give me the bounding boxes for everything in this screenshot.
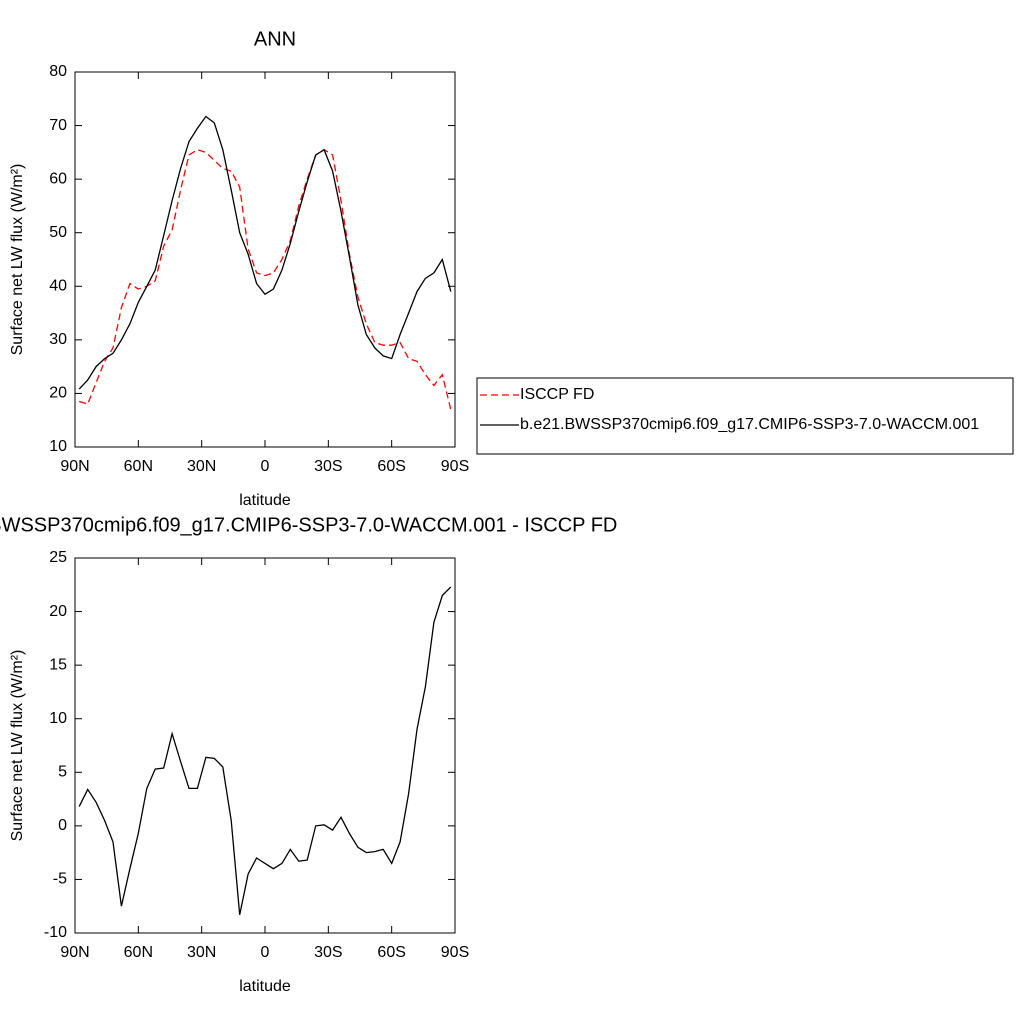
y-axis-label: Surface net LW flux (W/m²) [9, 650, 26, 842]
x-tick-label: 30S [314, 458, 342, 475]
data-line [78, 586, 452, 915]
x-tick-label: 60N [124, 944, 153, 961]
x-tick-label: 90S [441, 944, 469, 961]
x-tick-label: 90N [60, 458, 89, 475]
y-tick-label: 30 [49, 331, 67, 348]
y-tick-label: 10 [49, 710, 67, 727]
plot-frame [74, 557, 456, 934]
y-tick-label: 5 [58, 764, 67, 781]
x-tick-label: 30S [314, 944, 342, 961]
y-tick-label: 60 [49, 170, 67, 187]
x-tick-label: 30N [187, 458, 216, 475]
data-line [79, 148, 452, 410]
x-tick-label: 0 [261, 944, 270, 961]
y-tick-label: 20 [49, 385, 67, 402]
y-tick-label: 15 [49, 656, 67, 673]
x-tick-label: 60S [377, 944, 405, 961]
x-tick-label: 30N [187, 944, 216, 961]
y-tick-label: -10 [44, 924, 67, 941]
legend-box [476, 377, 1014, 455]
y-tick-label: 25 [49, 549, 67, 566]
x-tick-label: 60N [124, 458, 153, 475]
x-tick-label: 60S [377, 458, 405, 475]
legend-label: b.e21.BWSSP370cmip6.f09_g17.CMIP6-SSP3-7… [520, 416, 979, 433]
y-tick-label: 80 [49, 63, 67, 80]
data-line [78, 115, 452, 390]
x-axis-label: latitude [239, 978, 291, 995]
x-tick-label: 0 [261, 458, 270, 475]
y-tick-label: 20 [49, 603, 67, 620]
x-tick-label: 90S [441, 458, 469, 475]
y-axis-label: Surface net LW flux (W/m²) [9, 164, 26, 356]
y-tick-label: 0 [58, 817, 67, 834]
chart-title: ANN [254, 28, 296, 50]
legend-label: ISCCP FD [520, 386, 594, 403]
x-tick-label: 90N [60, 944, 89, 961]
y-tick-label: 10 [49, 438, 67, 455]
y-tick-label: 40 [49, 278, 67, 295]
y-tick-label: 70 [49, 117, 67, 134]
plot-frame [74, 71, 456, 448]
chart-title: b.e21.BWSSP370cmip6.f09_g17.CMIP6-SSP3-7… [0, 514, 617, 536]
x-axis-label: latitude [239, 492, 291, 509]
y-tick-label: -5 [53, 871, 67, 888]
y-tick-label: 50 [49, 224, 67, 241]
